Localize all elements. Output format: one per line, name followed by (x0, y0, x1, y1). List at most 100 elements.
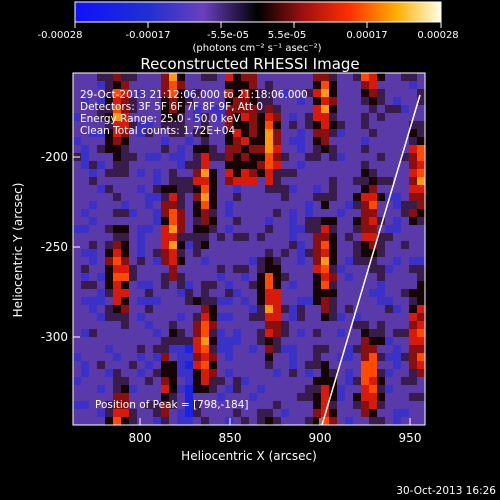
image-pixel (361, 345, 369, 353)
image-pixel (353, 345, 361, 353)
image-pixel (249, 297, 257, 305)
image-pixel (265, 353, 273, 361)
image-pixel (241, 217, 249, 225)
image-pixel (273, 185, 281, 193)
image-pixel (329, 89, 337, 97)
image-pixel (233, 345, 241, 353)
image-pixel (273, 113, 281, 121)
image-pixel (169, 273, 177, 281)
image-pixel (97, 169, 105, 177)
image-pixel (345, 265, 353, 273)
image-pixel (217, 73, 225, 81)
image-pixel (313, 121, 321, 129)
image-pixel (225, 121, 233, 129)
image-pixel (185, 409, 193, 417)
image-pixel (257, 305, 265, 313)
image-pixel (97, 129, 105, 137)
image-pixel (217, 401, 225, 409)
image-pixel (89, 265, 97, 273)
image-pixel (281, 185, 289, 193)
image-pixel (289, 153, 297, 161)
image-pixel (329, 345, 337, 353)
image-pixel (129, 353, 137, 361)
image-pixel (337, 225, 345, 233)
image-pixel (145, 393, 153, 401)
image-pixel (161, 185, 169, 193)
image-pixel (153, 321, 161, 329)
image-pixel (81, 129, 89, 137)
image-pixel (161, 369, 169, 377)
image-pixel (297, 105, 305, 113)
image-pixel (105, 233, 113, 241)
image-pixel (385, 129, 393, 137)
image-pixel (73, 169, 81, 177)
image-pixel (313, 97, 321, 105)
image-pixel (257, 353, 265, 361)
image-pixel (289, 257, 297, 265)
image-pixel (201, 129, 209, 137)
image-pixel (305, 393, 313, 401)
image-pixel (241, 73, 249, 81)
image-pixel (137, 313, 145, 321)
image-pixel (233, 393, 241, 401)
image-pixel (377, 217, 385, 225)
image-pixel (113, 273, 121, 281)
image-pixel (345, 121, 353, 129)
image-pixel (89, 361, 97, 369)
image-pixel (89, 377, 97, 385)
image-pixel (241, 361, 249, 369)
image-pixel (217, 161, 225, 169)
image-pixel (377, 89, 385, 97)
image-pixel (345, 361, 353, 369)
image-pixel (129, 217, 137, 225)
image-pixel (217, 337, 225, 345)
image-pixel (313, 345, 321, 353)
image-pixel (273, 105, 281, 113)
image-pixel (169, 241, 177, 249)
image-pixel (217, 313, 225, 321)
image-pixel (257, 113, 265, 121)
image-pixel (289, 169, 297, 177)
image-pixel (105, 297, 113, 305)
image-pixel (361, 185, 369, 193)
image-pixel (353, 281, 361, 289)
image-pixel (121, 289, 129, 297)
image-pixel (337, 121, 345, 129)
image-pixel (73, 225, 81, 233)
image-pixel (97, 89, 105, 97)
image-pixel (329, 369, 337, 377)
image-pixel (209, 249, 217, 257)
image-pixel (289, 73, 297, 81)
image-pixel (161, 257, 169, 265)
image-pixel (329, 81, 337, 89)
image-pixel (161, 289, 169, 297)
image-pixel (401, 233, 409, 241)
image-pixel (73, 185, 81, 193)
image-pixel (153, 161, 161, 169)
image-pixel (161, 393, 169, 401)
image-pixel (409, 361, 417, 369)
image-pixel (217, 377, 225, 385)
image-pixel (225, 393, 233, 401)
image-pixel (185, 257, 193, 265)
image-pixel (129, 153, 137, 161)
image-pixel (121, 193, 129, 201)
image-pixel (305, 313, 313, 321)
image-pixel (297, 121, 305, 129)
image-pixel (105, 137, 113, 145)
image-pixel (401, 337, 409, 345)
image-pixel (233, 385, 241, 393)
image-pixel (313, 369, 321, 377)
image-pixel (409, 401, 417, 409)
image-pixel (265, 145, 273, 153)
image-pixel (113, 97, 121, 105)
image-pixel (113, 353, 121, 361)
image-pixel (337, 209, 345, 217)
image-pixel (297, 289, 305, 297)
image-pixel (169, 417, 177, 425)
image-pixel (321, 145, 329, 153)
image-pixel (233, 209, 241, 217)
image-pixel (81, 81, 89, 89)
image-pixel (129, 329, 137, 337)
image-pixel (401, 257, 409, 265)
